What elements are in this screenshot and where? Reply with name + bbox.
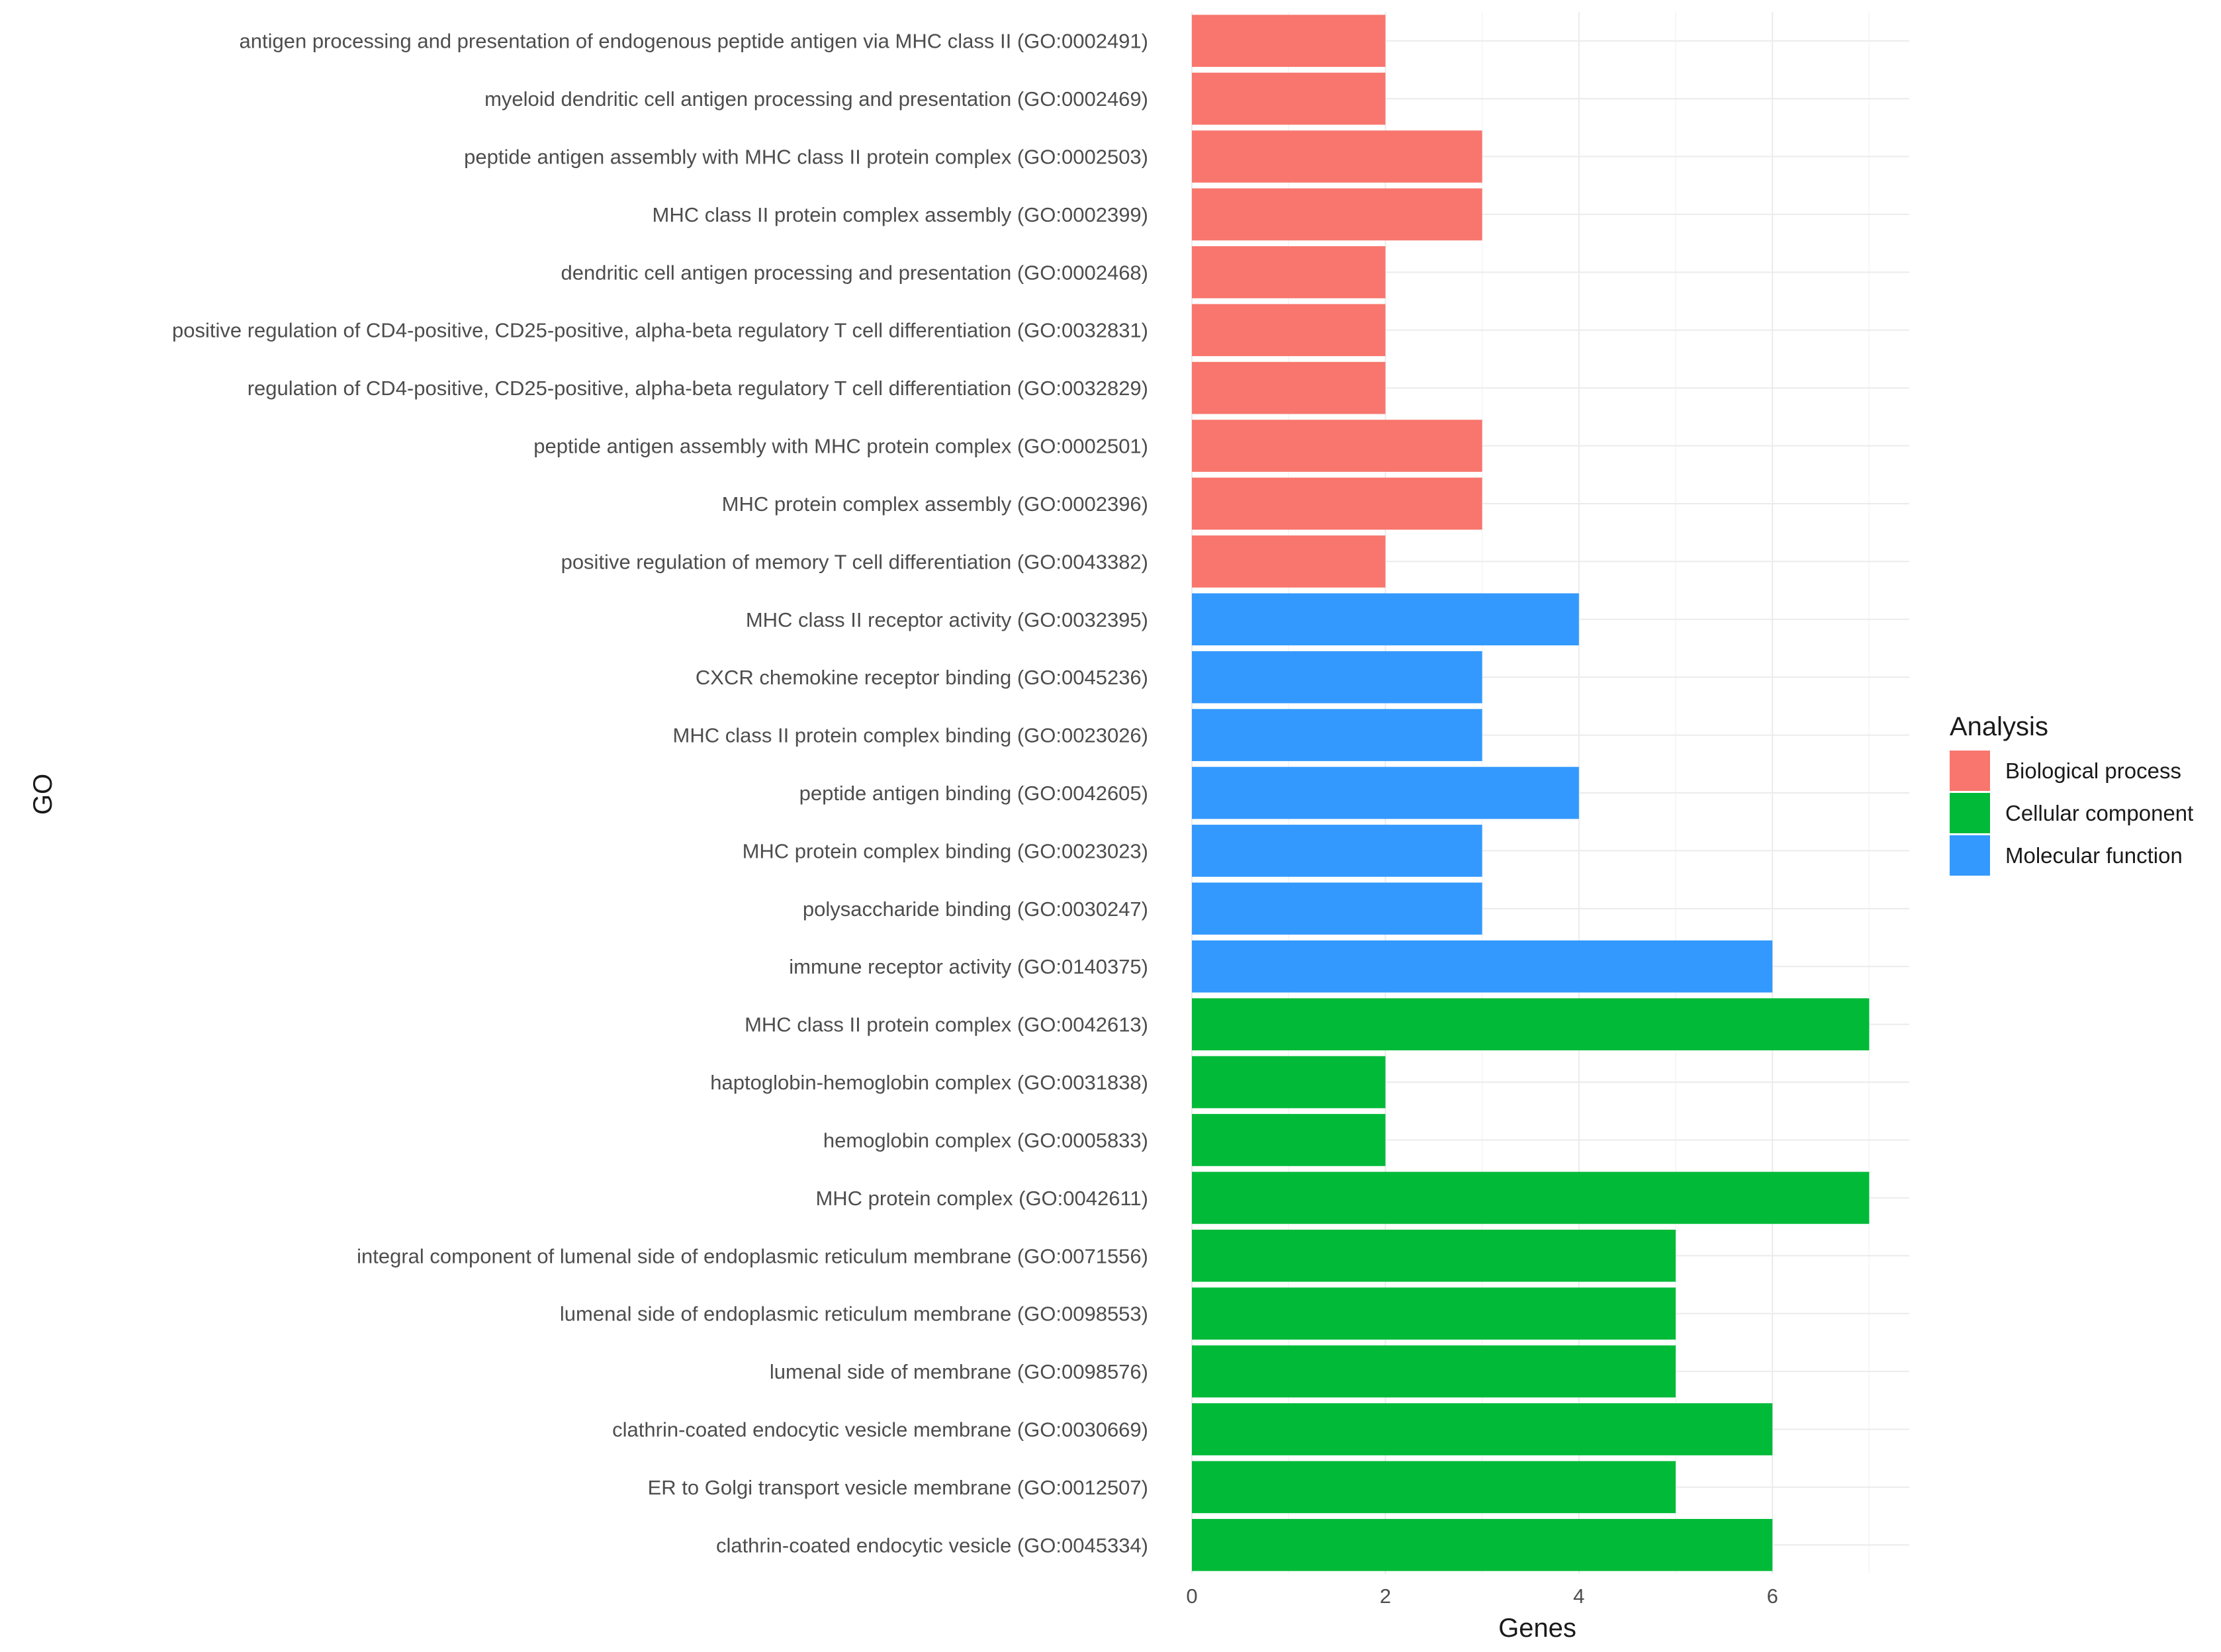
category-label: dendritic cell antigen processing and pr… bbox=[561, 261, 1149, 284]
category-label: clathrin-coated endocytic vesicle (GO:00… bbox=[716, 1534, 1148, 1557]
category-label: positive regulation of CD4-positive, CD2… bbox=[172, 319, 1148, 342]
category-label: clathrin-coated endocytic vesicle membra… bbox=[612, 1418, 1148, 1441]
bar bbox=[1192, 477, 1482, 530]
bar bbox=[1192, 1345, 1676, 1398]
bar bbox=[1192, 709, 1482, 761]
bar bbox=[1192, 361, 1386, 414]
category-label: MHC class II protein complex binding (GO… bbox=[673, 724, 1149, 747]
x-tick-label: 0 bbox=[1186, 1584, 1197, 1608]
category-label: lumenal side of endoplasmic reticulum me… bbox=[560, 1303, 1148, 1326]
category-label: MHC protein complex binding (GO:0023023) bbox=[743, 839, 1148, 862]
category-label: peptide antigen assembly with MHC class … bbox=[464, 146, 1148, 169]
x-tick-label: 6 bbox=[1767, 1584, 1778, 1608]
legend-label: Biological process bbox=[2005, 758, 2181, 783]
bar bbox=[1192, 1229, 1676, 1282]
bar bbox=[1192, 825, 1482, 877]
legend-label: Cellular component bbox=[2005, 801, 2193, 825]
legend: Analysis Biological process Cellular comp… bbox=[1950, 712, 2193, 876]
category-label: regulation of CD4-positive, CD25-positiv… bbox=[248, 377, 1148, 400]
legend-swatch bbox=[1950, 751, 1990, 791]
category-label: lumenal side of membrane (GO:0098576) bbox=[770, 1360, 1148, 1383]
category-label: CXCR chemokine receptor binding (GO:0045… bbox=[696, 666, 1148, 689]
x-tick-label: 4 bbox=[1573, 1584, 1584, 1608]
category-label: ER to Golgi transport vesicle membrane (… bbox=[648, 1476, 1148, 1499]
y-axis-title: GO bbox=[28, 774, 58, 815]
legend-label: Molecular function bbox=[2005, 843, 2183, 868]
category-label: hemoglobin complex (GO:0005833) bbox=[823, 1128, 1148, 1152]
bar bbox=[1192, 882, 1482, 935]
bar bbox=[1192, 651, 1482, 704]
category-label: positive regulation of memory T cell dif… bbox=[561, 550, 1148, 573]
bar bbox=[1192, 1403, 1773, 1455]
legend-title: Analysis bbox=[1950, 712, 2048, 741]
bar bbox=[1192, 246, 1386, 298]
category-label: polysaccharide binding (GO:0030247) bbox=[803, 897, 1148, 921]
legend-items: Biological process Cellular component Mole… bbox=[1950, 751, 2193, 876]
category-label: MHC class II receptor activity (GO:00323… bbox=[746, 608, 1148, 631]
category-label: antigen processing and presentation of e… bbox=[240, 30, 1149, 53]
legend-swatch bbox=[1950, 835, 1990, 876]
bar bbox=[1192, 940, 1773, 993]
x-axis-ticks: 0 2 4 6 bbox=[1186, 1584, 1778, 1608]
bar bbox=[1192, 1461, 1676, 1514]
legend-swatch bbox=[1950, 793, 1990, 833]
category-label: MHC protein complex (GO:0042611) bbox=[815, 1187, 1148, 1210]
bar bbox=[1192, 593, 1579, 646]
bar bbox=[1192, 1518, 1773, 1571]
category-label: haptoglobin-hemoglobin complex (GO:00318… bbox=[710, 1071, 1148, 1094]
bar bbox=[1192, 420, 1482, 472]
category-label: MHC protein complex assembly (GO:0002396… bbox=[722, 492, 1148, 516]
category-label: immune receptor activity (GO:0140375) bbox=[789, 955, 1148, 978]
bar bbox=[1192, 998, 1870, 1050]
bar bbox=[1192, 1114, 1386, 1166]
category-label: myeloid dendritic cell antigen processin… bbox=[484, 87, 1148, 111]
x-axis-title: Genes bbox=[1498, 1614, 1576, 1643]
category-label: integral component of lumenal side of en… bbox=[357, 1244, 1148, 1267]
bar bbox=[1192, 130, 1482, 183]
category-label: MHC class II protein complex (GO:0042613… bbox=[745, 1013, 1148, 1036]
bar bbox=[1192, 1056, 1386, 1109]
category-label: MHC class II protein complex assembly (G… bbox=[653, 203, 1148, 226]
bar bbox=[1192, 304, 1386, 357]
bar bbox=[1192, 188, 1482, 241]
category-labels: antigen processing and presentation of e… bbox=[172, 30, 1148, 1557]
bar bbox=[1192, 535, 1386, 588]
category-label: peptide antigen assembly with MHC protei… bbox=[533, 435, 1148, 458]
x-tick-label: 2 bbox=[1380, 1584, 1391, 1608]
bars bbox=[1192, 15, 1870, 1571]
bar bbox=[1192, 15, 1386, 68]
bar bbox=[1192, 1171, 1870, 1224]
bar bbox=[1192, 1287, 1676, 1340]
bar bbox=[1192, 72, 1386, 125]
category-label: peptide antigen binding (GO:0042605) bbox=[799, 782, 1148, 805]
bar bbox=[1192, 766, 1579, 819]
